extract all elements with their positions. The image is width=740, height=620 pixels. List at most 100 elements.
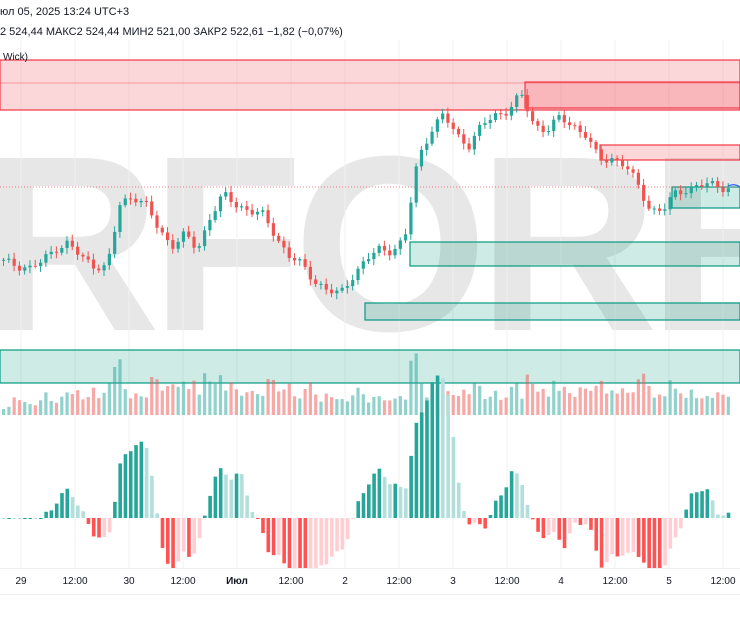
candle-body	[7, 258, 11, 260]
volume-bar	[419, 382, 424, 415]
time-axis-label: 12:00	[494, 576, 520, 587]
candle-body	[192, 236, 196, 248]
volume-bar	[620, 388, 625, 415]
volume-bar	[356, 387, 360, 415]
oscillator-bar	[208, 495, 212, 518]
oscillator-bar	[277, 518, 281, 555]
volume-bar	[499, 399, 503, 415]
oscillator-bar	[615, 518, 620, 557]
candle-body	[250, 209, 254, 215]
volume-bar	[504, 397, 508, 415]
volume-bar	[308, 382, 313, 415]
oscillator-bar	[647, 518, 651, 568]
time-axis-label: 12:00	[62, 576, 88, 587]
volume-bar	[23, 402, 27, 415]
candle-body	[340, 287, 344, 291]
candle-body	[17, 265, 22, 271]
volume-bar	[599, 380, 603, 415]
candle-body	[631, 169, 635, 173]
oscillator-bar	[97, 518, 101, 538]
volume-bar	[86, 396, 90, 415]
oscillator-bar	[345, 518, 350, 540]
volume-bar	[456, 395, 461, 415]
volume-bar	[705, 396, 709, 415]
candle-body	[589, 137, 593, 142]
volume-bar	[39, 400, 43, 415]
candle-body	[160, 227, 164, 233]
volume-bar	[615, 393, 619, 415]
oscillator-bar	[33, 518, 38, 519]
candle-body	[467, 143, 471, 150]
volume-bar	[689, 389, 693, 415]
candle-body	[419, 149, 424, 167]
candle-body	[578, 125, 582, 133]
candle-body	[229, 192, 233, 202]
volume-bar	[17, 400, 22, 415]
candle-body	[435, 119, 439, 132]
oscillator-bar	[414, 422, 419, 518]
candle-body	[324, 283, 328, 290]
oscillator-bar	[652, 518, 657, 568]
volume-bar	[552, 380, 556, 415]
candle-body	[123, 198, 127, 206]
candle-body	[181, 231, 186, 242]
time-axis[interactable]: 29 12:00 30 12:00 Июл 12:00 2 12:00 3 12:00 4 12:00…	[0, 568, 740, 595]
candle-body	[76, 246, 80, 255]
candle-body	[81, 254, 85, 257]
candle-body	[430, 131, 434, 144]
oscillator-bar	[451, 436, 456, 518]
zone-box	[409, 241, 740, 267]
oscillator-bar	[54, 503, 59, 518]
candle-body	[319, 283, 323, 285]
volume-bar	[631, 392, 635, 415]
volume-bar	[483, 399, 487, 415]
oscillator-bar	[2, 518, 6, 519]
oscillator-bar	[23, 518, 27, 519]
oscillator-bar	[536, 518, 540, 532]
oscillator-bar	[335, 518, 339, 552]
volume-bar	[123, 389, 127, 415]
volume-bar	[7, 406, 11, 415]
candle-body	[33, 265, 37, 267]
candle-body	[113, 231, 117, 254]
oscillator-bar	[668, 518, 673, 549]
candle-body	[282, 240, 286, 248]
candle-body	[504, 113, 508, 116]
oscillator-bar	[398, 486, 403, 518]
oscillator-bar	[128, 451, 133, 518]
oscillator-bar	[250, 511, 255, 518]
volume-bar	[314, 394, 318, 415]
oscillator-bar	[319, 518, 323, 566]
zone-box	[0, 59, 740, 111]
oscillator-bar	[425, 400, 429, 518]
candle-body	[398, 240, 402, 249]
candle-body	[525, 94, 529, 112]
candle-body	[329, 289, 334, 294]
volume-bar	[642, 373, 646, 415]
volume-bar	[515, 382, 519, 415]
oscillator-bar	[150, 475, 154, 518]
candle-body	[314, 279, 318, 285]
oscillator-bar	[573, 518, 577, 523]
price-chart[interactable]	[0, 0, 740, 568]
volume-bar	[329, 397, 334, 415]
volume-bar	[81, 399, 85, 415]
candle-body	[705, 183, 709, 187]
candle-body	[472, 135, 476, 150]
volume-bar	[663, 396, 667, 415]
volume-bar	[372, 396, 376, 415]
volume-bar	[12, 397, 16, 415]
oscillator-bar	[65, 488, 70, 518]
oscillator-bar	[303, 518, 308, 568]
candle-body	[557, 115, 561, 120]
candle-body	[356, 268, 360, 281]
watermark: RFOREX.c	[0, 104, 740, 383]
oscillator-bar	[224, 474, 228, 518]
candle-body	[684, 193, 688, 195]
oscillator-bar	[213, 476, 218, 518]
volume-bar	[298, 398, 302, 415]
candle-body	[478, 124, 482, 136]
candle-body	[70, 240, 74, 247]
oscillator-bar	[49, 510, 54, 518]
candle-body	[568, 122, 572, 126]
